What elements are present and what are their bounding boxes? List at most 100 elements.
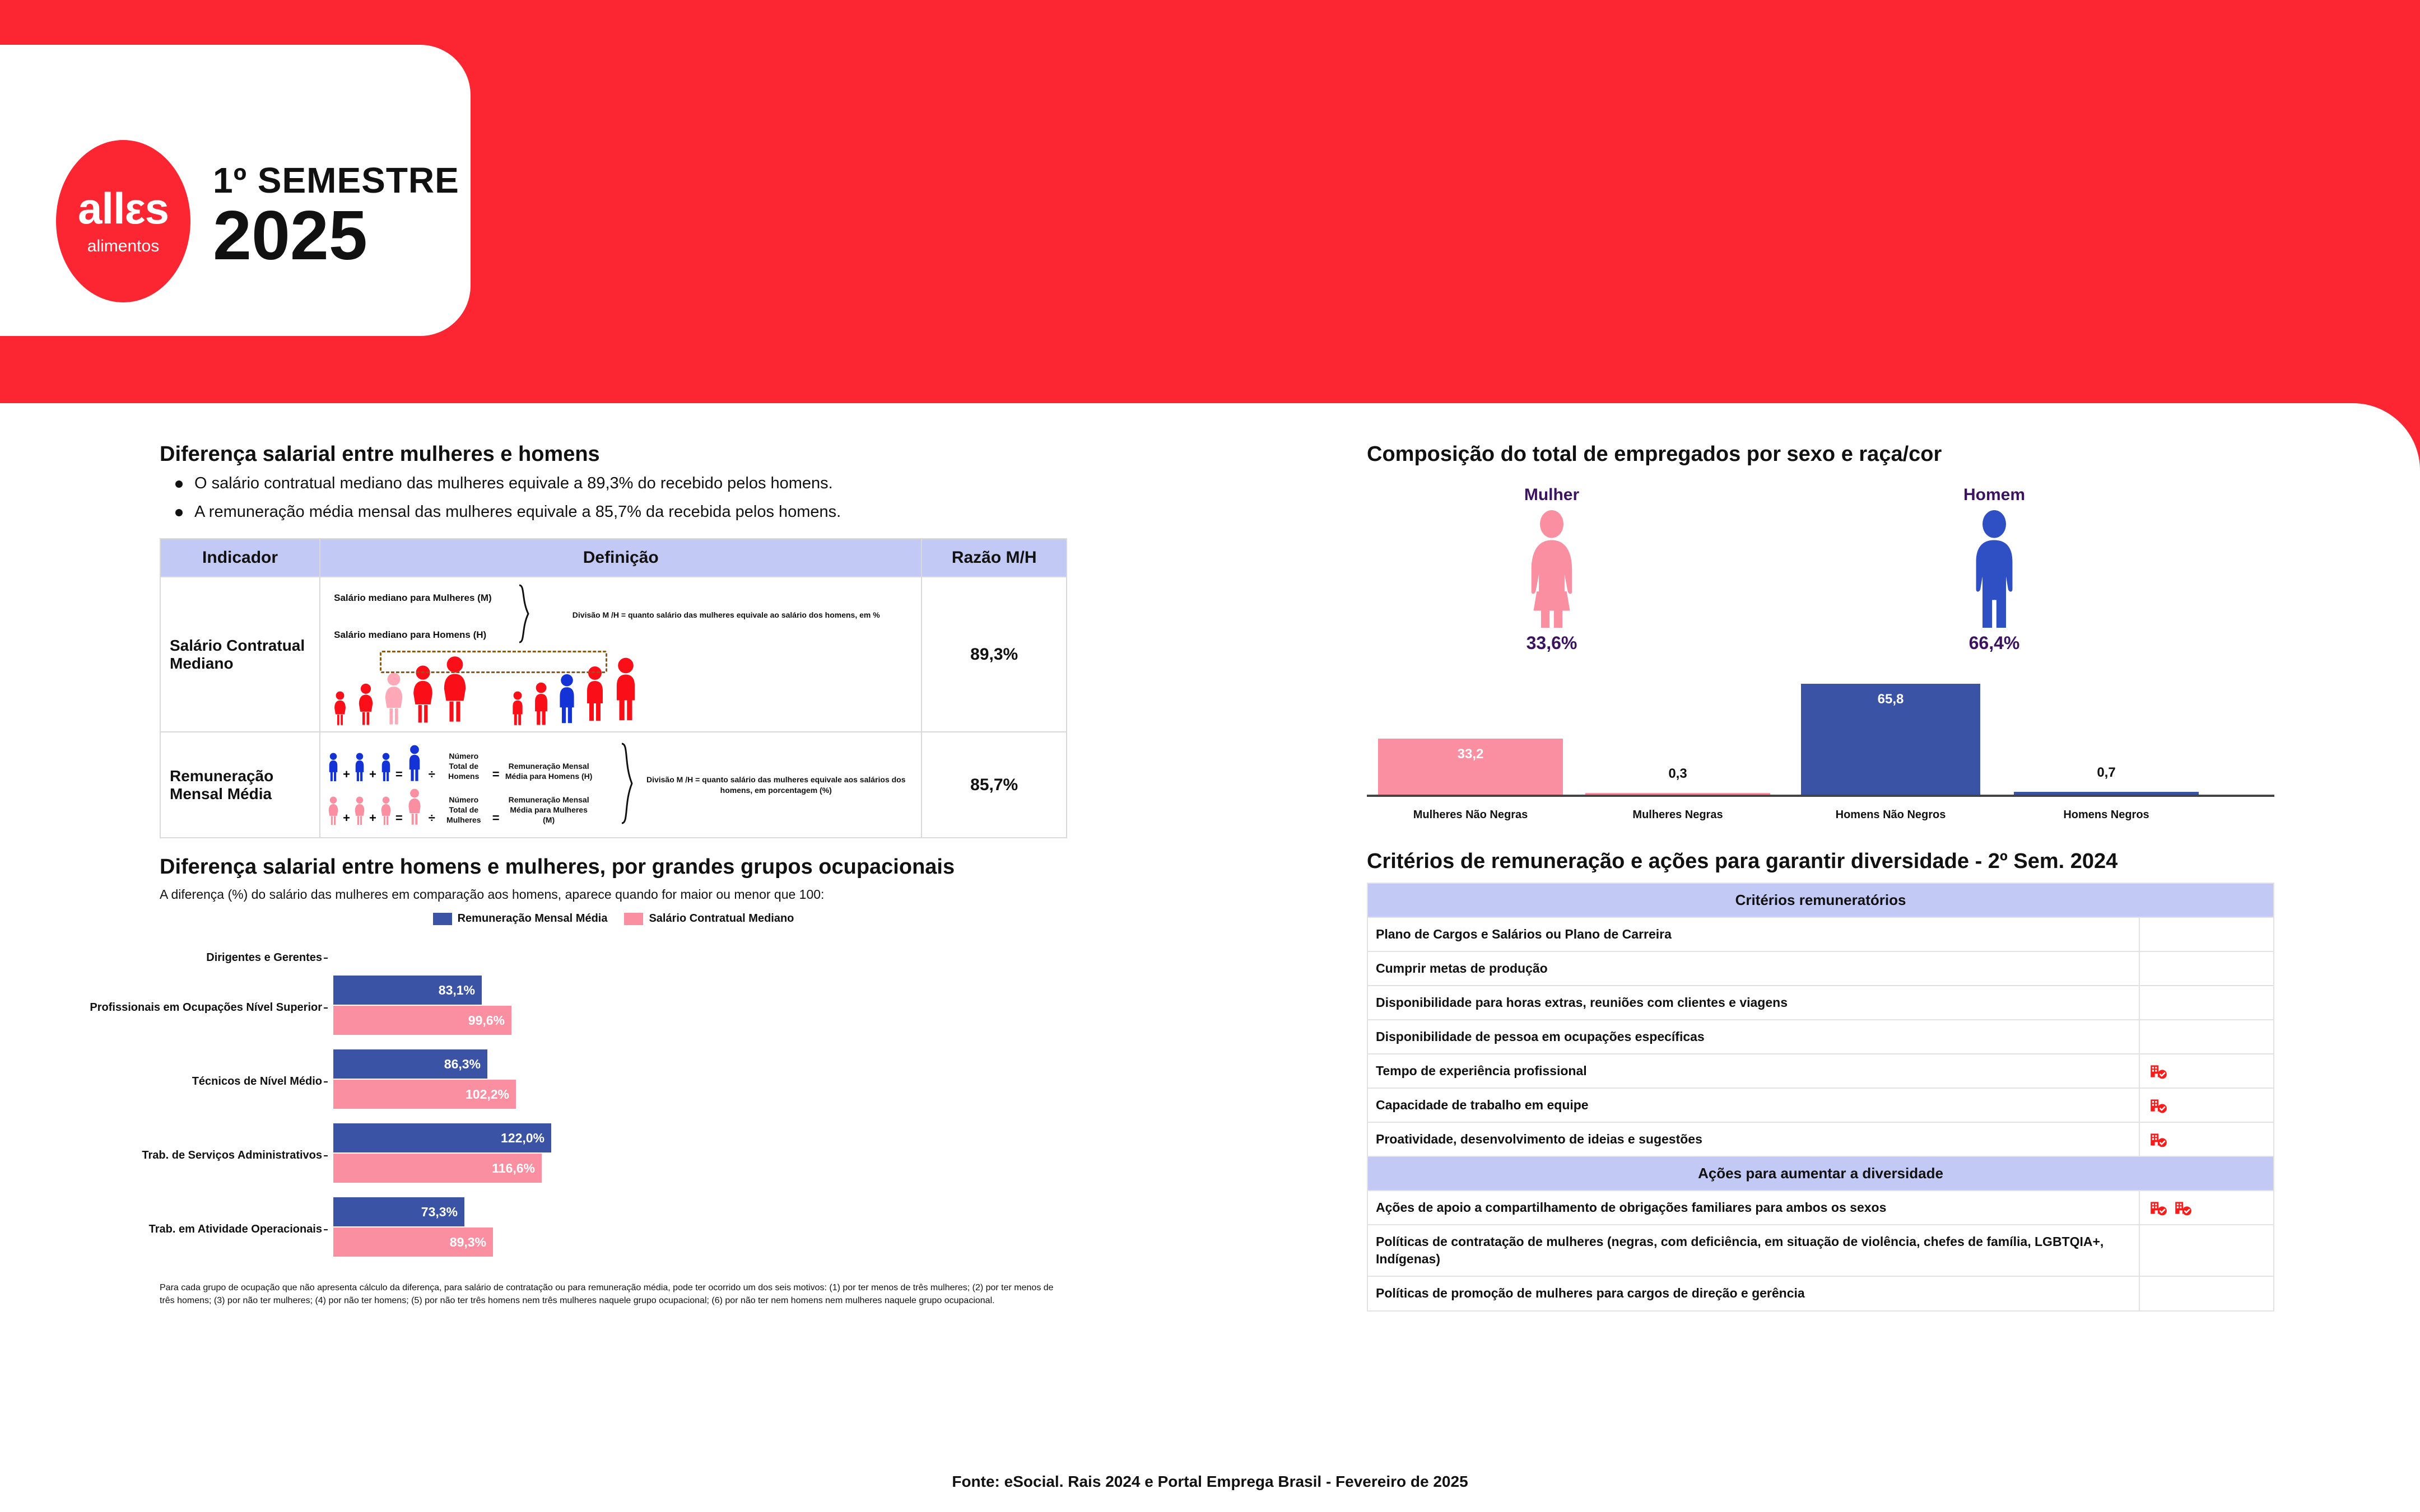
pictogram-median-salary — [324, 647, 918, 726]
company-check-icon — [2151, 1133, 2167, 1147]
vbar-value-label: 65,8 — [1877, 692, 1904, 707]
man-figure-icon — [1976, 510, 2013, 628]
man-figure-icon — [329, 753, 338, 781]
criteria-header-diversidade: Ações para aumentar a diversidade — [1367, 1156, 2274, 1192]
table-row: Proatividade, desenvolvimento de ideias … — [1367, 1122, 2274, 1158]
criteria-table: Critérios remuneratórios Plano de Cargos… — [1367, 883, 2274, 1312]
criteria-mark-cell — [2139, 1088, 2274, 1123]
man-figure-icon — [513, 691, 523, 725]
bar-value-label: 122,0% — [500, 1130, 544, 1145]
bar-salario: 116,6% — [333, 1154, 542, 1183]
source-footer: Fonte: eSocial. Rais 2024 e Portal Empre… — [952, 1473, 1468, 1490]
criteria-label: Cumprir metas de produção — [1367, 951, 2140, 987]
left-section-title: Diferença salarial entre mulheres e home… — [160, 442, 600, 466]
bar-category-label: Profissionais em Ocupações Nível Superio… — [64, 1001, 328, 1014]
pictogram-value-homem: 66,4% — [1968, 633, 2020, 653]
equals-icon: = — [395, 767, 403, 781]
composition-pictogram: Mulher 33,6% Homem 66,4% — [1367, 474, 2274, 654]
bar-group-administrativos: Trab. de Serviços Administrativos 122,0%… — [142, 1122, 1067, 1188]
criteria-mark-cell — [2139, 985, 2274, 1021]
vbar-group-homens-negros: 0,7 — [2014, 765, 2199, 795]
composition-title: Composição do total de empregados por se… — [1367, 442, 1942, 466]
woman-figure-highlight-icon — [385, 673, 403, 725]
criteria-label: Plano de Cargos e Salários ou Plano de C… — [1367, 916, 2140, 953]
woman-figure-icon — [355, 796, 365, 825]
bar-group-nivel-superior: Profissionais em Ocupações Nível Superio… — [90, 974, 1067, 1040]
legend-label-remuneracao: Remuneração Mensal Média — [457, 912, 608, 925]
table-header-row: Indicador Definição Razão M/H — [159, 538, 1067, 577]
equals-icon: = — [395, 810, 403, 825]
man-figure-icon — [355, 753, 364, 781]
criteria-mark-cell — [2139, 1019, 2274, 1055]
woman-figure-icon — [408, 788, 421, 825]
criteria-label: Ações de apoio a compartilhamento de obr… — [1367, 1190, 2140, 1226]
criteria-header-remuneratorios: Critérios remuneratórios — [1367, 883, 2274, 918]
list-item: O salário contratual mediano das mulhere… — [169, 474, 1067, 493]
legend-item-remuneracao: Remuneração Mensal Média — [432, 912, 608, 925]
vbar-value-label: 33,2 — [1457, 746, 1484, 762]
legend-swatch-pink — [624, 912, 644, 925]
criteria-label: Disponibilidade de pessoa em ocupações e… — [1367, 1019, 2140, 1055]
logo-tagline: alimentos — [87, 237, 160, 255]
table-row: Remuneração Mensal Média + + = — [159, 731, 1067, 838]
criteria-mark-cell — [2139, 1276, 2274, 1312]
table-row: Disponibilidade para horas extras, reuni… — [1367, 985, 2274, 1021]
man-figure-icon — [409, 745, 420, 781]
column-header-indicador: Indicador — [159, 538, 321, 577]
bar-value-label: 73,3% — [421, 1204, 458, 1219]
bar-category-label: Trab. em Atividade Operacionais — [64, 1223, 328, 1235]
woman-figure-icon — [444, 656, 466, 722]
def-note-divisao: Divisão M /H = quanto salário das mulher… — [572, 610, 880, 620]
criteria-label: Tempo de experiência profissional — [1367, 1053, 2140, 1089]
criteria-mark-cell — [2139, 1122, 2274, 1158]
pictogram-mulher: Mulher 33,6% — [1451, 486, 1653, 654]
table-row: Capacidade de trabalho em equipe — [1367, 1088, 2274, 1123]
alles-logo-badge: allεs alimentos — [56, 140, 190, 302]
column-header-definicao: Definição — [319, 538, 923, 577]
bar-group-tecnicos: Técnicos de Nível Médio 86,3% 102,2% — [160, 1048, 1067, 1114]
bar-remuneracao: 83,1% — [333, 976, 482, 1005]
left-column: Diferença salarial entre mulheres e home… — [90, 442, 1067, 1307]
vbar-category-label: Mulheres Negras — [1632, 809, 1723, 821]
pictogram-label-homem: Homem — [1963, 486, 2026, 504]
man-figure-icon — [617, 657, 635, 721]
table-row: Cumprir metas de produção — [1367, 951, 2274, 987]
race-composition-chart: 33,2 Mulheres Não Negras 0,3 Mulheres Ne… — [1367, 661, 2274, 829]
pictogram-value-mulher: 33,6% — [1526, 633, 1577, 653]
criteria-label: Disponibilidade para horas extras, reuni… — [1367, 985, 2140, 1021]
def-salario-homens: Salário mediano para Homens (H) — [334, 629, 487, 640]
woman-figure-icon — [328, 796, 338, 825]
bar-category-label: Técnicos de Nível Médio — [64, 1075, 328, 1088]
chart-axis-line — [1367, 795, 2274, 797]
indicator-salario-contratual: Salário Contratual Mediano — [159, 576, 321, 732]
men-result-label: Remuneração Mensal Média para Homens (H) — [505, 762, 593, 781]
list-item: A remuneração média mensal das mulheres … — [169, 503, 1067, 521]
vbar-group-mulheres-negras: 0,3 — [1585, 766, 1770, 795]
def-note-divisao-2: Divisão M /H = quanto salário das mulher… — [646, 775, 906, 795]
woman-figure-icon — [359, 683, 373, 725]
women-result-label: Remuneração Mensal Média para Mulheres (… — [508, 795, 589, 825]
indicator-definition-table: Indicador Definição Razão M/H Salário Co… — [159, 538, 1067, 838]
definition-remuneracao-media: + + = ÷ Número Total de Homens = Remuner… — [319, 731, 923, 838]
divide-icon: ÷ — [428, 767, 435, 781]
criteria-mark-cell — [2139, 1053, 2274, 1089]
bar-salario: 102,2% — [333, 1080, 516, 1109]
chart-footnote: Para cada grupo de ocupação que não apre… — [160, 1283, 1054, 1306]
criteria-label: Políticas de promoção de mulheres para c… — [1367, 1276, 2140, 1312]
woman-figure-icon — [413, 665, 432, 723]
men-divisor-label: Número Total de Homens — [448, 751, 480, 781]
criteria-header-label: Ações para aumentar a diversidade — [1367, 1156, 2274, 1192]
table-row: Salário Contratual Mediano Salário media… — [159, 576, 1067, 732]
criteria-mark-cell — [2139, 951, 2274, 987]
vbar-homens-negros: 0,7 — [2014, 765, 2199, 795]
vbar-homens-nao-negros: 65,8 — [1801, 684, 1980, 795]
curly-brace-icon — [519, 584, 529, 643]
table-row: Políticas de promoção de mulheres para c… — [1367, 1276, 2274, 1312]
woman-figure-icon — [1531, 510, 1572, 628]
company-check-icon — [2151, 1202, 2167, 1216]
ratio-remuneracao-media: 85,7% — [921, 731, 1067, 838]
table-row: Tempo de experiência profissional — [1367, 1053, 2274, 1089]
vbar-group-mulheres-nao-negras: 33,2 — [1378, 739, 1563, 795]
criteria-mark-cell — [2139, 916, 2274, 953]
man-figure-icon — [381, 753, 390, 781]
